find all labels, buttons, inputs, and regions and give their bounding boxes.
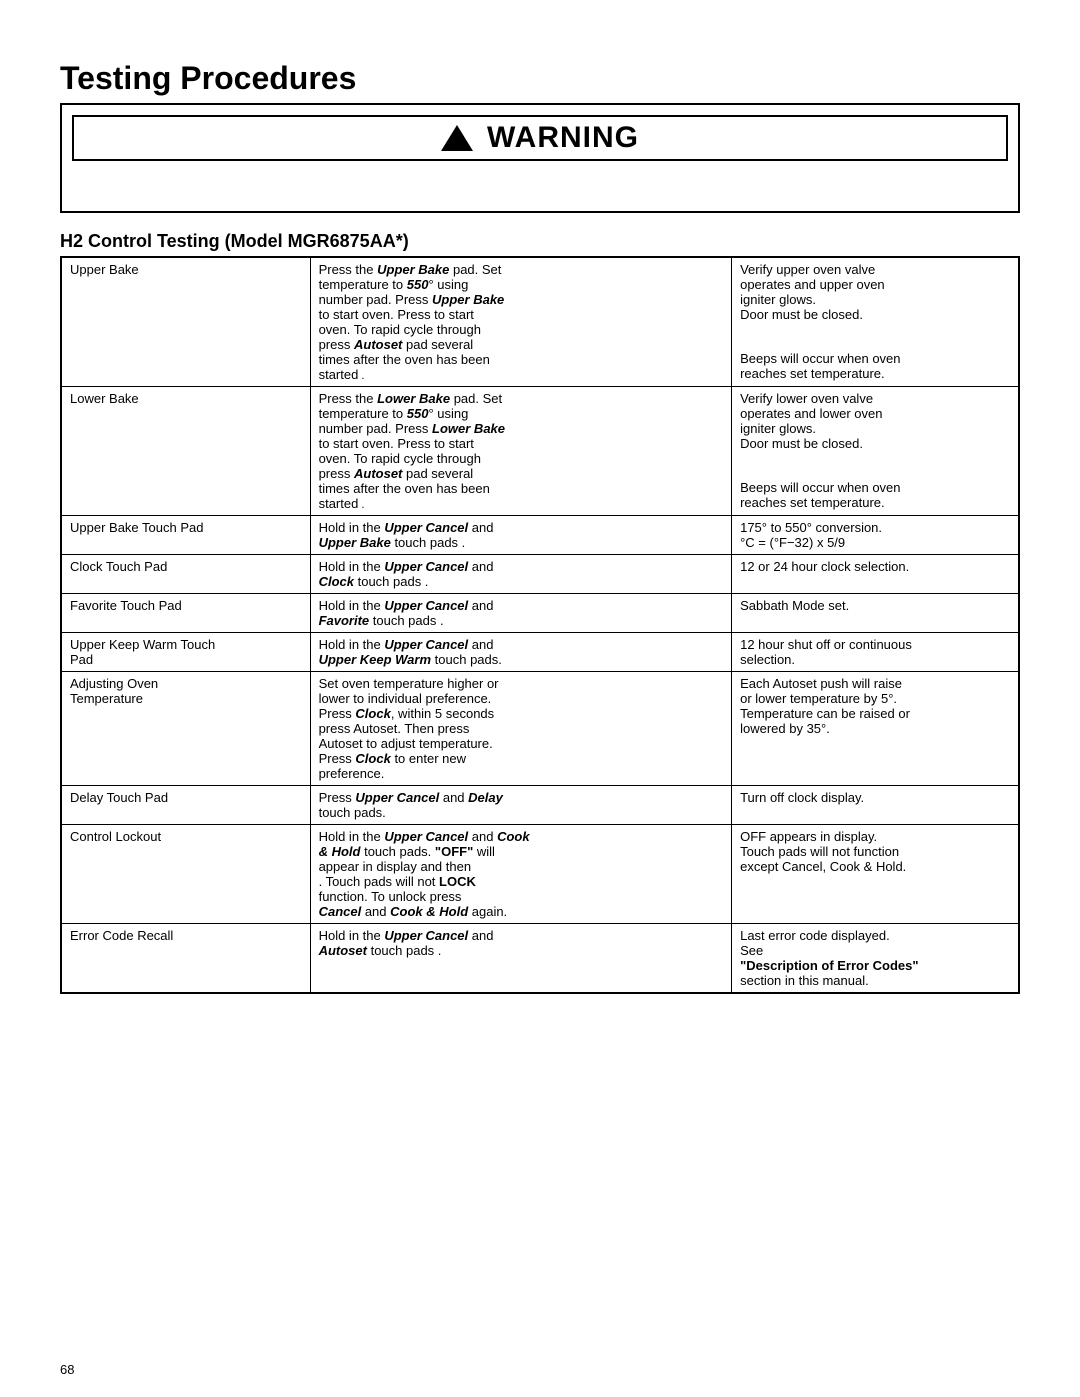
result-cell: Verify upper oven valveoperates and uppe… — [732, 257, 1019, 387]
table-row: Control LockoutHold in the Upper Cancel … — [61, 825, 1019, 924]
table-row: Favorite Touch PadHold in the Upper Canc… — [61, 594, 1019, 633]
procedure-cell: Hold in the Upper Cancel and Cook& Hold … — [310, 825, 732, 924]
procedure-cell: Set oven temperature higher or lower to … — [310, 672, 732, 786]
test-name-cell: Adjusting OvenTemperature — [61, 672, 310, 786]
procedure-cell: Press the Upper Bake pad. Set temperatur… — [310, 257, 732, 387]
section-title: H2 Control Testing (Model MGR6875AA*) — [60, 231, 1020, 252]
table-row: Clock Touch PadHold in the Upper Cancel … — [61, 555, 1019, 594]
warning-triangle-icon — [441, 125, 473, 151]
procedure-cell: Hold in the Upper Cancel and Clock touch… — [310, 555, 732, 594]
test-name-cell: Upper Bake Touch Pad — [61, 516, 310, 555]
result-cell: 12 or 24 hour clock selection. — [732, 555, 1019, 594]
test-name-cell: Upper Bake — [61, 257, 310, 387]
table-row: Upper Bake Touch PadHold in the Upper Ca… — [61, 516, 1019, 555]
procedure-cell: Press Upper Cancel and Delaytouch pads. — [310, 786, 732, 825]
test-name-cell: Control Lockout — [61, 825, 310, 924]
test-name-cell: Favorite Touch Pad — [61, 594, 310, 633]
table-row: Upper Keep Warm TouchPadHold in the Uppe… — [61, 633, 1019, 672]
table-row: Lower BakePress the Lower Bake pad. Set … — [61, 387, 1019, 516]
table-row: Adjusting OvenTemperatureSet oven temper… — [61, 672, 1019, 786]
result-cell: Turn off clock display. — [732, 786, 1019, 825]
procedure-cell: Hold in the Upper Cancel and Upper Keep … — [310, 633, 732, 672]
procedure-cell: Hold in the Upper Cancel and Upper Bake … — [310, 516, 732, 555]
test-name-cell: Delay Touch Pad — [61, 786, 310, 825]
warning-label: WARNING — [487, 121, 639, 155]
procedure-cell: Press the Lower Bake pad. Set temperatur… — [310, 387, 732, 516]
procedure-table: Upper BakePress the Upper Bake pad. Set … — [60, 256, 1020, 994]
result-cell: 12 hour shut off or continuousselection. — [732, 633, 1019, 672]
page-number: 68 — [60, 1362, 74, 1377]
table-row: Error Code RecallHold in the Upper Cance… — [61, 924, 1019, 994]
test-name-cell: Error Code Recall — [61, 924, 310, 994]
procedure-cell: Hold in the Upper Cancel and Favorite to… — [310, 594, 732, 633]
result-cell: Sabbath Mode set. — [732, 594, 1019, 633]
test-name-cell: Upper Keep Warm TouchPad — [61, 633, 310, 672]
warning-header: WARNING — [72, 115, 1008, 161]
result-cell: Verify lower oven valveoperates and lowe… — [732, 387, 1019, 516]
warning-box: WARNING — [60, 103, 1020, 213]
page-title: Testing Procedures — [60, 60, 1020, 97]
procedure-cell: Hold in the Upper Cancel and Autoset tou… — [310, 924, 732, 994]
result-cell: 175° to 550° conversion.°C = (°F−32) x 5… — [732, 516, 1019, 555]
test-name-cell: Clock Touch Pad — [61, 555, 310, 594]
test-name-cell: Lower Bake — [61, 387, 310, 516]
result-cell: OFF appears in display.Touch pads will n… — [732, 825, 1019, 924]
result-cell: Last error code displayed.See "Descripti… — [732, 924, 1019, 994]
table-row: Upper BakePress the Upper Bake pad. Set … — [61, 257, 1019, 387]
table-row: Delay Touch PadPress Upper Cancel and De… — [61, 786, 1019, 825]
result-cell: Each Autoset push will raiseor lower tem… — [732, 672, 1019, 786]
